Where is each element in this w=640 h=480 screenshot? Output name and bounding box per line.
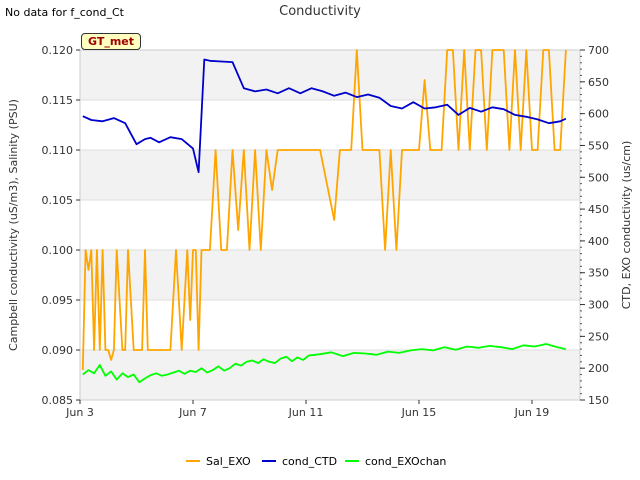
right-tick-label: 450 [588,203,609,216]
left-tick-label: 0.085 [42,394,74,407]
right-tick-label: 350 [588,267,609,280]
right-tick-label: 200 [588,362,609,375]
legend-label: cond_CTD [282,455,337,468]
left-axis-ticks: 0.085 0.090 0.095 0.100 0.105 0.110 0.115 0.120 [42,44,80,407]
legend: Sal_EXO cond_CTD cond_EXOchan [186,455,446,468]
series-line-sal-exo [81,49,567,371]
right-axis-label: CTD, EXO conductivity (us/cm) [620,141,633,310]
x-tick-label: Jun 15 [401,406,437,419]
right-tick-label: 300 [588,299,609,312]
legend-label: Sal_EXO [206,455,251,468]
left-tick-label: 0.120 [42,44,74,57]
no-data-note: No data for f_cond_Ct [5,6,124,19]
left-tick-label: 0.090 [42,344,74,357]
right-axis-ticks: 150 200 250 300 350 400 450 500 550 600 650 700 [580,44,609,407]
grid-band [80,350,580,400]
series-lines [81,49,567,384]
x-tick-label: Jun 19 [514,406,550,419]
site-badge: GT_met [81,33,142,50]
series-line-cond-exochan [82,343,567,384]
right-tick-label: 600 [588,108,609,121]
grid-band [80,50,580,100]
right-tick-label: 650 [588,76,609,89]
right-tick-label: 700 [588,44,609,57]
left-axis-label: Campbell conductivity (uS/m3), Salinity … [7,99,20,351]
x-tick-label: Jun 7 [178,406,207,419]
left-tick-label: 0.095 [42,294,74,307]
grid-band [80,250,580,300]
x-axis-ticks: Jun 3 Jun 7 Jun 11 Jun 15 Jun 19 [65,400,549,419]
left-tick-label: 0.110 [42,144,74,157]
left-tick-label: 0.105 [42,194,74,207]
right-tick-label: 150 [588,394,609,407]
series-line-cond-ctd [82,58,567,174]
right-tick-label: 400 [588,235,609,248]
legend-label: cond_EXOchan [365,455,446,468]
x-tick-label: Jun 11 [288,406,324,419]
right-tick-label: 250 [588,330,609,343]
right-tick-label: 500 [588,171,609,184]
left-tick-label: 0.115 [42,94,74,107]
left-tick-label: 0.100 [42,244,74,257]
plot-frame [79,49,581,401]
x-tick-label: Jun 3 [65,406,94,419]
right-tick-label: 550 [588,139,609,152]
grid-band [80,150,580,200]
chart-title: Conductivity [279,4,361,19]
